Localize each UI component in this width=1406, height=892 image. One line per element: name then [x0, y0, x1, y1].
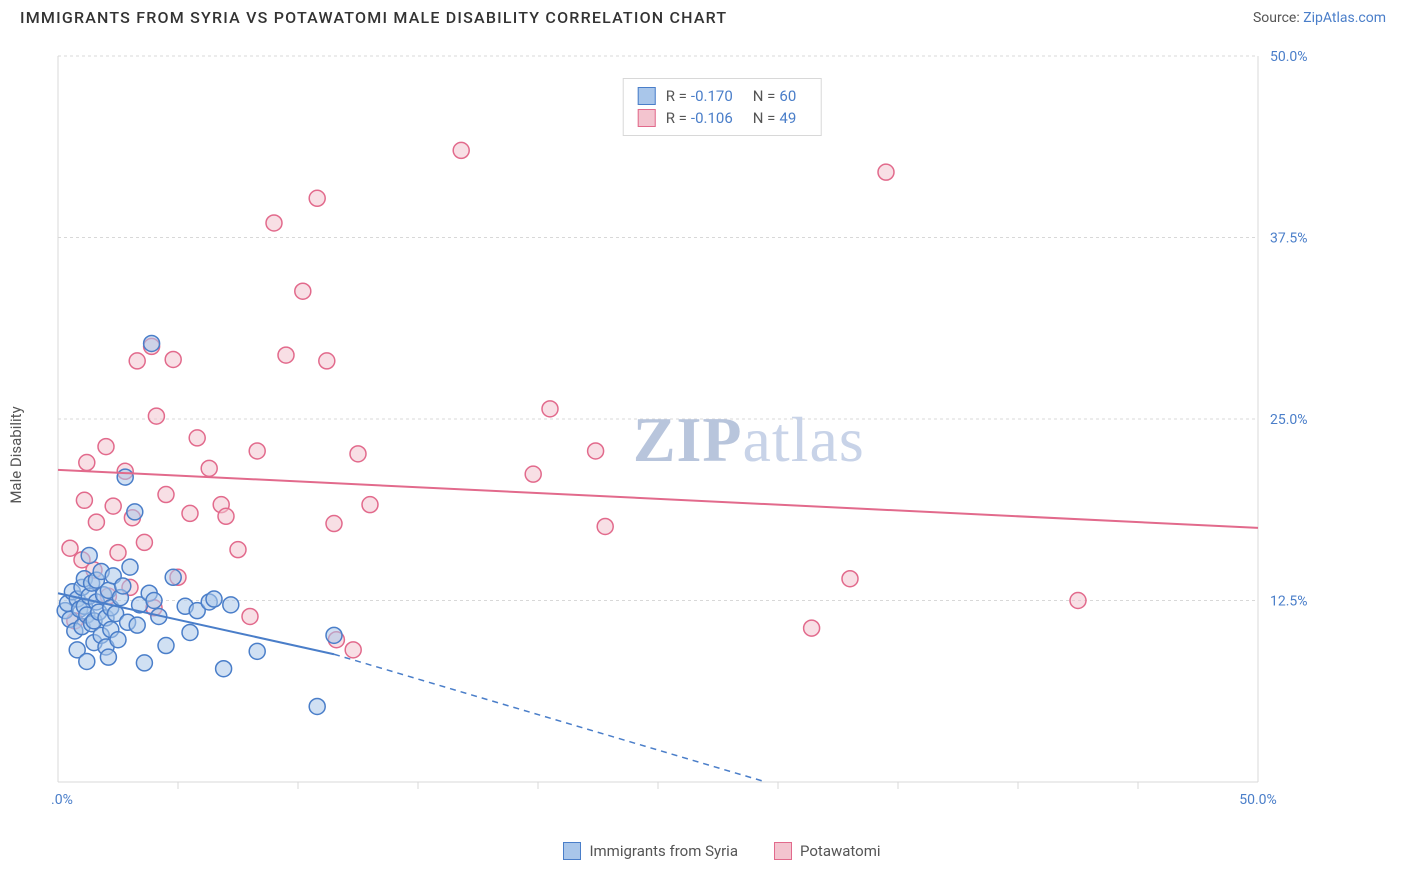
- svg-text:50.0%: 50.0%: [1270, 49, 1308, 65]
- source-link[interactable]: ZipAtlas.com: [1303, 10, 1386, 26]
- svg-text:37.5%: 37.5%: [1270, 231, 1308, 247]
- legend-item-potawatomi: Potawatomi: [774, 842, 881, 860]
- stats-legend: R =-0.170 N =60 R =-0.106 N =49: [623, 78, 822, 136]
- svg-text:25.0%: 25.0%: [1270, 412, 1308, 428]
- swatch-potawatomi: [638, 109, 656, 127]
- swatch-potawatomi-icon: [774, 842, 792, 860]
- swatch-syria-icon: [563, 842, 581, 860]
- source-label: Source: ZipAtlas.com: [1253, 10, 1386, 26]
- y-axis-label: Male Disability: [7, 406, 25, 503]
- svg-text:0.0%: 0.0%: [52, 792, 73, 808]
- stats-row-syria: R =-0.170 N =60: [638, 85, 807, 107]
- svg-text:12.5%: 12.5%: [1270, 594, 1308, 610]
- swatch-syria: [638, 87, 656, 105]
- legend-item-syria: Immigrants from Syria: [563, 842, 738, 860]
- chart-container: 12.5%25.0%37.5%50.0%0.0%50.0% ZIPatlas R…: [52, 38, 1392, 868]
- series-legend: Immigrants from Syria Potawatomi: [52, 842, 1392, 860]
- scatter-plot: 12.5% 25.0% 37.5% 50.0% 0.0% 50.0%: [52, 38, 1322, 828]
- chart-title: IMMIGRANTS FROM SYRIA VS POTAWATOMI MALE…: [20, 8, 727, 27]
- chart-header: IMMIGRANTS FROM SYRIA VS POTAWATOMI MALE…: [0, 0, 1406, 31]
- svg-text:50.0%: 50.0%: [1239, 792, 1277, 808]
- stats-row-potawatomi: R =-0.106 N =49: [638, 107, 807, 129]
